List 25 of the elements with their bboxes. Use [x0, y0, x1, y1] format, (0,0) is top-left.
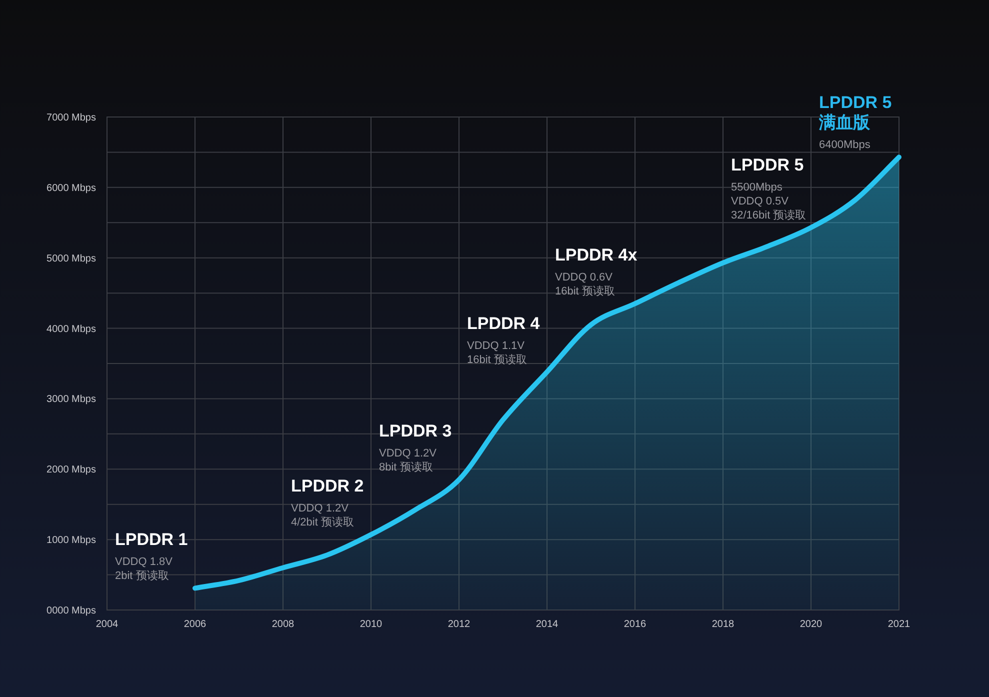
x-tick-label: 2014: [536, 619, 559, 630]
annotation: LPDDR 4x VDDQ 0.6V 16bit 预读取: [555, 246, 638, 298]
y-tick-label: 0000 Mbps: [46, 606, 96, 616]
x-tick-label: 2008: [272, 619, 295, 630]
annotation: LPDDR 5 5500Mbps VDDQ 0.5V 32/16bit 预读取: [731, 156, 806, 222]
y-tick-label: 7000 Mbps: [46, 112, 96, 124]
x-tick-label: 2004: [96, 619, 119, 630]
x-tick-label: 2010: [360, 619, 383, 630]
x-tick-label: 2021: [888, 619, 911, 630]
annotation: LPDDR 1 VDDQ 1.8V 2bit 预读取: [115, 530, 188, 582]
annotation: LPDDR 4 VDDQ 1.1V 16bit 预读取: [467, 314, 540, 366]
x-tick-label: 2018: [712, 619, 735, 630]
annotation: LPDDR 2 VDDQ 1.2V 4/2bit 预读取: [291, 476, 364, 529]
annotation: LPDDR 3 VDDQ 1.2V 8bit 预读取: [379, 422, 452, 474]
y-tick-label: 6000 Mbps: [46, 182, 96, 194]
x-tick-label: 2020: [800, 619, 823, 630]
y-tick-label: 5000 Mbps: [46, 253, 96, 264]
y-tick-label: 4000 Mbps: [46, 324, 96, 335]
x-tick-label: 2012: [448, 619, 471, 630]
y-tick-label: 2000 Mbps: [46, 464, 96, 476]
y-tick-label: 1000 Mbps: [46, 535, 96, 546]
x-tick-label: 2006: [184, 619, 207, 630]
x-tick-label: 2016: [624, 619, 647, 630]
y-tick-label: 3000 Mbps: [46, 394, 96, 406]
annotation: LPDDR 5 满血版 6400Mbps: [818, 93, 892, 152]
